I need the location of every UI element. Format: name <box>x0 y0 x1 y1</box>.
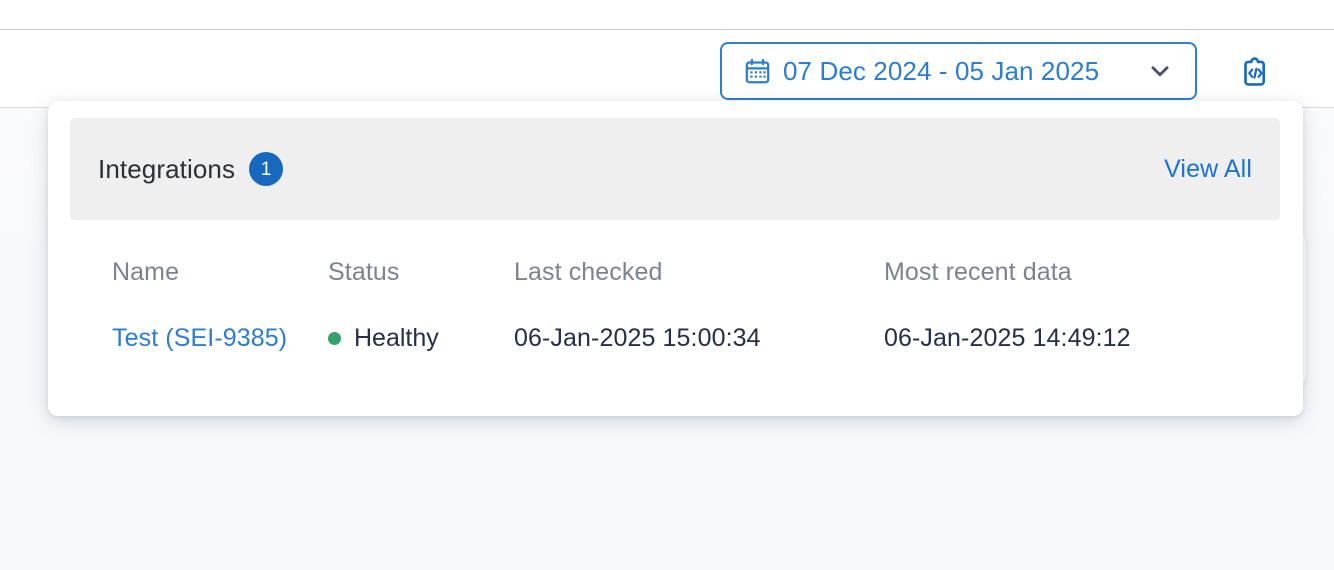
integration-status-cell: Healthy <box>328 324 514 353</box>
integrations-title: Integrations <box>98 153 236 184</box>
status-badge: Healthy <box>354 323 439 352</box>
calendar-icon <box>744 58 771 85</box>
integrations-popover: Integrations 1 View All Name Status Last… <box>48 101 1303 416</box>
integrations-table: Name Status Last checked Most recent dat… <box>48 241 1303 373</box>
column-header-name: Name <box>112 257 180 286</box>
chevron-down-icon[interactable] <box>1147 58 1173 84</box>
integration-name-link[interactable]: Test (SEI-9385) <box>112 323 288 352</box>
column-header-last-checked: Last checked <box>514 257 663 286</box>
integrations-popover-header: Integrations 1 View All <box>70 118 1280 220</box>
view-all-link[interactable]: View All <box>1164 154 1252 183</box>
top-divider-upper <box>0 29 1334 30</box>
date-range-label: 07 Dec 2024 - 05 Jan 2025 <box>783 55 1100 86</box>
integrations-count-badge: 1 <box>249 152 284 186</box>
date-range-picker[interactable]: 07 Dec 2024 - 05 Jan 2025 <box>720 42 1197 100</box>
code-puzzle-icon-button[interactable] <box>1238 52 1278 92</box>
table-row: Test (SEI-9385) Healthy 06-Jan-2025 15:0… <box>48 303 1303 373</box>
column-header-status: Status <box>328 257 400 286</box>
status-dot-icon <box>328 331 341 345</box>
integration-most-recent-data: 06-Jan-2025 14:49:12 <box>884 323 1131 352</box>
column-header-most-recent-data: Most recent data <box>884 257 1072 286</box>
table-header-row: Name Status Last checked Most recent dat… <box>48 241 1303 303</box>
code-puzzle-icon <box>1238 57 1278 95</box>
integration-last-checked: 06-Jan-2025 15:00:34 <box>514 323 761 352</box>
